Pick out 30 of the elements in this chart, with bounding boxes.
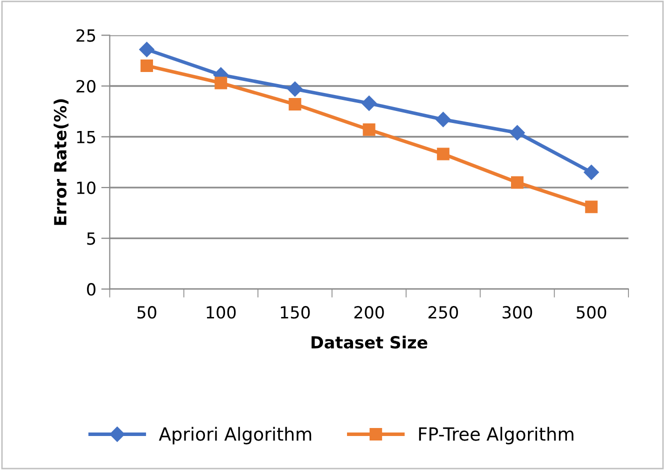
x-tick-label: 150 <box>280 306 310 319</box>
point <box>288 98 302 111</box>
x-tick-label: 500 <box>576 306 606 319</box>
legend-label: Apriori Algorithm <box>158 426 312 444</box>
x-tick-label: 250 <box>428 306 458 319</box>
y-tick-label: 25 <box>76 29 96 42</box>
x-tick-label: 300 <box>502 306 532 319</box>
x-tick-label: 100 <box>206 306 236 319</box>
point <box>287 81 303 97</box>
y-tick-label: 0 <box>87 283 96 296</box>
legend-label: FP-Tree Algorithm <box>419 426 574 444</box>
x-axis-title: Dataset Size <box>312 336 428 349</box>
x-tick-label: 50 <box>137 306 156 319</box>
point <box>139 42 154 58</box>
y-tick-label: 20 <box>76 80 96 93</box>
x-tick-label: 200 <box>354 306 384 319</box>
point <box>214 76 228 90</box>
point <box>585 200 598 214</box>
point <box>362 123 376 136</box>
point <box>436 112 451 128</box>
y-axis-title: Error Rate(%) <box>54 99 68 225</box>
y-tick-label: 10 <box>77 181 96 194</box>
point <box>436 148 450 160</box>
point <box>511 176 524 189</box>
point <box>140 59 154 72</box>
y-tick-label: 15 <box>77 130 96 144</box>
point <box>362 96 377 111</box>
point <box>510 125 525 140</box>
point <box>584 164 599 180</box>
y-tick-label: 5 <box>87 232 96 245</box>
